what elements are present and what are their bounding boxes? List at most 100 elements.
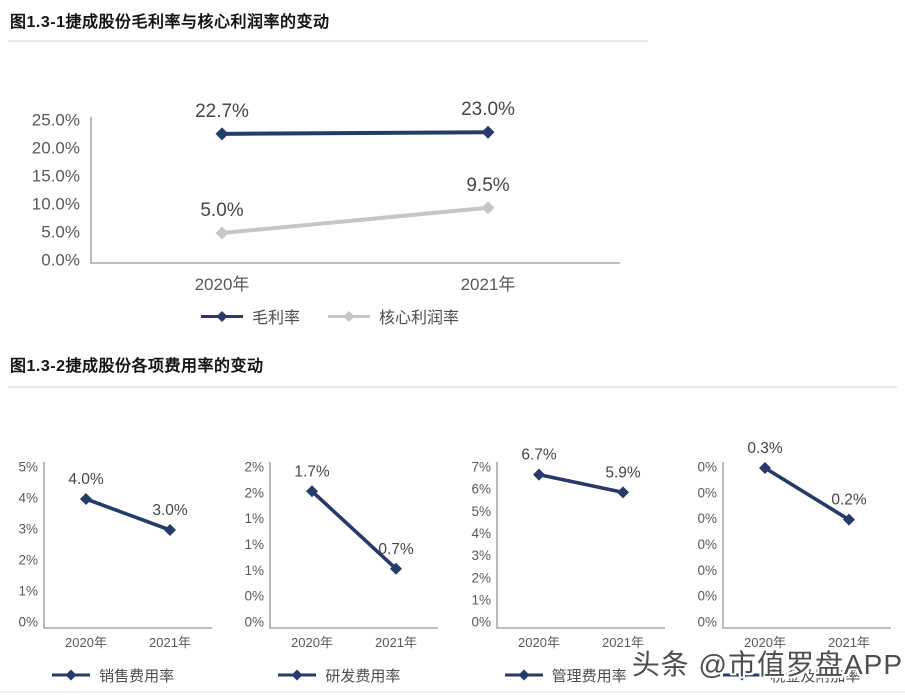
legend-label: 毛利率 [251, 310, 300, 327]
y-tick-label: 0% [697, 460, 717, 475]
rnd-expense-rate-plot: 2% 2% 1% 1% 1% 0% 0% 1.7% 0.7% 2020年 2021年 [245, 460, 439, 650]
admin-expense-rate-legend: 管理费用率 [453, 660, 679, 690]
x-category-label: 2020年 [291, 635, 333, 650]
y-tick-label: 2% [245, 460, 265, 475]
y-tick-label: 0% [697, 615, 717, 630]
legend-diamond [291, 669, 303, 681]
y-tick-label: 0.0% [41, 250, 80, 269]
y-tick-label: 1% [19, 584, 39, 599]
data-point-label: 5.0% [200, 200, 243, 221]
y-tick-label: 2% [19, 553, 39, 568]
y-tick-label: 15.0% [32, 166, 80, 185]
y-tick-label: 5% [19, 460, 39, 475]
y-tick-label: 0% [471, 615, 491, 630]
y-tick-label: 4% [471, 526, 491, 541]
x-category-label: 2021年 [461, 275, 516, 294]
axis-line [43, 462, 213, 629]
y-tick-label: 3% [471, 548, 491, 563]
x-category-label: 2020年 [65, 635, 107, 650]
x-category-label: 2021年 [149, 635, 191, 650]
x-category-label: 2021年 [602, 635, 644, 650]
sales-expense-rate-chart: 5% 4% 3% 2% 1% 0% 4.0% 3.0% 2020年 2021年 销售费用率 [0, 430, 226, 690]
data-point-marker [481, 201, 495, 215]
data-point-marker [481, 125, 495, 139]
y-tick-label: 10.0% [32, 194, 80, 213]
series-line [220, 130, 490, 136]
legend-item: 税金及附加率 [723, 665, 860, 686]
legend-label: 核心利润率 [379, 310, 460, 327]
data-point-marker [80, 493, 93, 505]
y-tick-label: 0% [697, 589, 717, 604]
data-point-marker [215, 127, 229, 141]
y-tick-label: 5.0% [41, 222, 80, 241]
y-tick-label: 6% [471, 482, 491, 497]
data-point-label: 3.0% [152, 502, 188, 519]
data-point-label: 6.7% [521, 447, 557, 464]
legend-diamond [216, 310, 228, 322]
y-tick-label: 2% [471, 570, 491, 585]
legend-label: 研发费用率 [325, 667, 401, 685]
data-point-label: 1.7% [295, 463, 331, 480]
legend-label: 税金及附加率 [770, 667, 861, 685]
x-category-label: 2021年 [828, 635, 870, 650]
tax-surcharge-rate-legend: 税金及附加率 [679, 660, 905, 690]
data-point-label: 0.2% [831, 492, 867, 509]
margin-trend-plot: 25.0% 20.0% 15.0% 10.0% 5.0% 0.0% 22.7% 23.0% 5.… [32, 99, 620, 294]
chart1-title: 图1.3-1捷成股份毛利率与核心利润率的变动 [10, 14, 330, 31]
legend-item: 研发费用率 [278, 665, 400, 686]
x-category-label: 2021年 [375, 635, 417, 650]
legend-diamond [736, 669, 748, 681]
data-point-marker [532, 468, 545, 481]
y-tick-label: 0% [697, 563, 717, 578]
watermark-text: 头条 @市值罗盘APP [631, 649, 903, 680]
y-tick-label: 2% [245, 485, 265, 500]
rnd-expense-rate-chart: 2% 2% 1% 1% 1% 0% 0% 1.7% 0.7% 2020年 2021年研发费用率 [226, 430, 452, 690]
y-tick-label: 0% [245, 615, 265, 630]
x-category-label: 2020年 [518, 635, 560, 650]
data-point-label: 4.0% [68, 471, 104, 488]
y-tick-label: 0% [697, 511, 717, 526]
legend-item: 销售费用率 [52, 665, 174, 686]
series-line [763, 466, 851, 522]
y-tick-label: 0% [697, 485, 717, 500]
y-tick-label: 7% [471, 460, 491, 475]
data-point-marker [842, 513, 855, 526]
tax-surcharge-rate-plot: 0% 0% 0% 0% 0% 0% 0% 0.3% 0.2% 2020年 2021年 [697, 440, 891, 650]
data-point-label: 22.7% [195, 101, 249, 122]
data-point-label: 23.0% [461, 99, 515, 120]
series-line [310, 489, 399, 571]
series-line [84, 497, 172, 532]
legend-item: 管理费用率 [504, 665, 627, 686]
y-tick-label: 5% [471, 504, 491, 519]
tax-surcharge-rate-chart: 0% 0% 0% 0% 0% 0% 0% 0.3% 0.2% 2020年 2021年 税金及附加率 [679, 430, 905, 690]
gross-margin-chart: 25.0% 20.0% 15.0% 10.0% 5.0% 0.0% 22.7% 23.0% 5.… [0, 58, 660, 300]
data-point-marker [215, 226, 229, 240]
y-tick-label: 1% [245, 563, 265, 578]
axis-line [722, 462, 891, 629]
y-tick-label: 0% [245, 589, 265, 604]
legend-line-diamond-icon [52, 669, 91, 681]
y-tick-label: 1% [245, 537, 265, 552]
divider-under-title2 [8, 386, 897, 388]
x-category-label: 2020年 [195, 275, 250, 294]
admin-expense-rate-plot: 7% 6% 5% 4% 3% 2% 1% 0% 6.7% 5.9% 2020年 2021年 [471, 447, 665, 650]
legend-diamond [343, 310, 355, 322]
axis-line [90, 117, 620, 264]
data-point-marker [390, 562, 403, 575]
legend-label: 销售费用率 [99, 667, 175, 685]
legend-line-diamond-icon [200, 310, 243, 322]
divider-bottom [0, 691, 905, 693]
legend-label: 管理费用率 [551, 667, 627, 685]
data-point-marker [758, 462, 771, 474]
axis-line [495, 462, 665, 629]
data-point-label: 0.7% [379, 541, 415, 558]
y-tick-label: 0% [697, 537, 717, 552]
data-point-label: 5.9% [605, 464, 641, 481]
y-tick-label: 1% [245, 511, 265, 526]
y-tick-label: 4% [19, 491, 39, 506]
legend-line-diamond-icon [278, 669, 317, 681]
legend-line-diamond-icon [723, 669, 762, 681]
y-tick-label: 1% [471, 592, 491, 607]
sales-expense-rate-legend: 销售费用率 [0, 660, 226, 690]
